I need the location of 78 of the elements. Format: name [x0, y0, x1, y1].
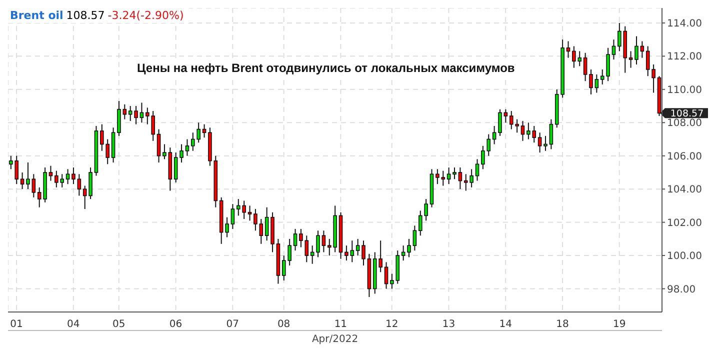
candlestick: [492, 125, 496, 145]
candlestick: [156, 128, 161, 163]
candlestick: [628, 50, 633, 68]
candlestick: [498, 108, 502, 136]
candlestick: [504, 108, 508, 124]
x-tick-label: 19: [612, 319, 626, 330]
candlestick: [384, 262, 388, 290]
candlestick: [26, 162, 30, 190]
candlestick: [549, 118, 554, 150]
candlestick: [180, 144, 184, 163]
candlestick: [322, 230, 326, 253]
y-tick-label: 108.00: [667, 118, 702, 130]
candlestick: [583, 52, 588, 82]
y-tick-label: 110.00: [667, 84, 702, 96]
candlestick: [407, 238, 411, 258]
candlestick: [174, 152, 178, 183]
candlestick: [475, 158, 480, 182]
candlestick: [185, 138, 190, 156]
x-tick-label: 13: [442, 319, 456, 330]
candlestick: [316, 230, 320, 258]
x-tick-label: 01: [10, 319, 23, 330]
candlestick: [66, 168, 70, 185]
x-axis-title: Apr/2022: [8, 330, 662, 349]
candlestick: [230, 204, 235, 230]
x-tick-label: 07: [226, 319, 239, 330]
candlestick: [225, 216, 229, 238]
candlestick: [264, 206, 269, 242]
candlestick: [566, 40, 570, 58]
annotation: -3.24(-2.90%): [108, 9, 184, 22]
y-tick-label: 104.00: [667, 184, 702, 196]
candlestick: [589, 68, 593, 95]
candlestick: [117, 100, 121, 136]
candlestick: [128, 106, 132, 122]
annotation: 108.57: [66, 9, 105, 22]
text: Цены на нефть Brent отодвинулись от локальных максимумов: [134, 60, 518, 76]
candlestick: [520, 120, 525, 142]
x-tick-label: 06: [169, 319, 182, 330]
y-tick-label: 100.00: [667, 251, 702, 262]
candlestick: [446, 166, 451, 185]
candlestick: [452, 166, 456, 180]
candlestick: [356, 238, 360, 256]
candlestick: [293, 228, 298, 252]
candlestick: [48, 165, 53, 182]
candlestick: [458, 166, 462, 190]
candlestick: [72, 166, 76, 185]
y-tick-label: 114.00: [667, 18, 702, 30]
y-tick-label: 112.00: [667, 52, 702, 63]
candlestick: [140, 102, 144, 124]
candlestick: [401, 245, 406, 262]
x-tick-label: 04: [67, 319, 80, 330]
candlestick: [310, 245, 314, 264]
candlestick: [362, 240, 366, 266]
y-tick-label: 106.00: [667, 151, 702, 162]
x-tick-label: 11: [334, 319, 348, 330]
candlestick: [612, 39, 616, 60]
candlestick: [412, 225, 417, 252]
x-tick-label: 05: [112, 319, 126, 330]
candlestick: [77, 174, 82, 196]
candlestick: [634, 36, 638, 65]
candlestick: [538, 132, 542, 154]
x-tick-label: 14: [499, 319, 512, 330]
candlestick: [20, 172, 24, 190]
candlestick: [162, 144, 166, 160]
candlestick: [134, 106, 138, 125]
annotation: Brent oil: [10, 9, 64, 22]
y-tick-label: 98.00: [667, 284, 696, 296]
x-tick-label: 08: [277, 319, 290, 330]
x-tick-label: 18: [556, 319, 569, 330]
candlestick: [544, 135, 548, 152]
candlestick: [594, 74, 599, 94]
candlestick: [248, 205, 252, 222]
candlestick: [202, 124, 206, 138]
x-tick-label: 12: [386, 319, 398, 330]
text: 108.57: [670, 108, 704, 120]
candlestick: [122, 104, 127, 120]
y-tick-label: 102.00: [667, 218, 702, 229]
candlestick: [640, 40, 644, 58]
candlestick: [32, 174, 36, 198]
